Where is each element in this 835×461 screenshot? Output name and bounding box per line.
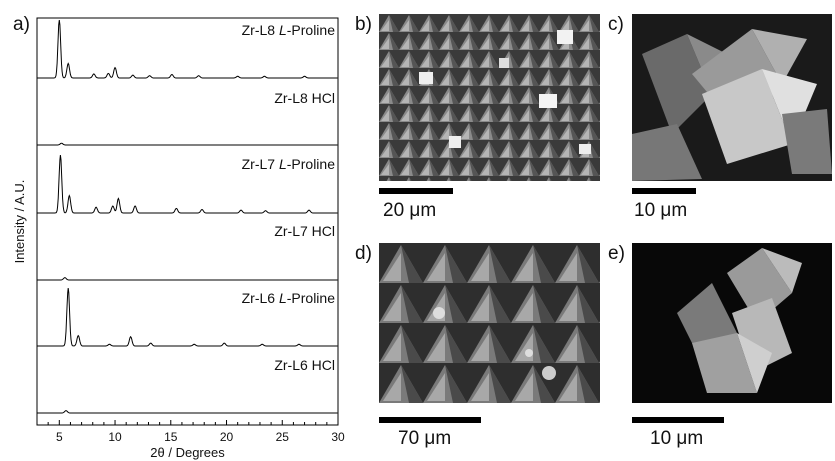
- series-line-2: [37, 154, 338, 214]
- y-axis-label: Intensity / A.U.: [12, 180, 27, 264]
- series-label-1: Zr-L8 HCl: [274, 90, 335, 106]
- micrograph-b: [379, 14, 600, 181]
- series-line-1: [37, 142, 338, 146]
- micrograph-d-image: [379, 243, 600, 403]
- x-axis-label: 2θ / Degrees: [150, 445, 225, 460]
- panel-e-label: e): [608, 243, 625, 264]
- micrograph-e-image: [632, 243, 832, 403]
- scale-bar-e: [632, 417, 724, 423]
- series-label-5: Zr-L6 HCl: [274, 357, 335, 373]
- series-label-0: Zr-L8 L-Proline: [242, 22, 336, 38]
- micrograph-b-image: [379, 14, 600, 181]
- x-tick-label-0: 5: [56, 430, 63, 444]
- scale-bar-b: [379, 188, 453, 194]
- micrograph-c: [632, 14, 832, 181]
- panel-d-label: d): [355, 243, 372, 264]
- x-tick-label-1: 10: [108, 430, 122, 444]
- series-line-5: [37, 410, 338, 414]
- scale-bar-d: [379, 417, 481, 423]
- micrograph-c-image: [632, 14, 832, 181]
- series-line-0: [37, 19, 338, 79]
- series-line-4: [37, 287, 338, 347]
- scale-label-b: 20 μm: [383, 200, 437, 221]
- scale-label-c: 10 μm: [634, 200, 688, 221]
- series-label-3: Zr-L7 HCl: [274, 223, 335, 239]
- scale-label-e: 10 μm: [650, 428, 704, 449]
- micrograph-e: [632, 243, 832, 403]
- series-line-3: [37, 277, 338, 281]
- series-label-4: Zr-L6 L-Proline: [242, 290, 336, 306]
- scale-bar-c: [632, 188, 696, 194]
- micrograph-d: [379, 243, 600, 403]
- x-tick-label-2: 15: [164, 430, 178, 444]
- x-tick-label-4: 25: [276, 430, 290, 444]
- panel-c-label: c): [608, 14, 624, 35]
- x-tick-label-3: 20: [220, 430, 234, 444]
- x-tick-label-5: 30: [331, 430, 345, 444]
- series-label-2: Zr-L7 L-Proline: [242, 156, 336, 172]
- panel-a-label: a): [13, 14, 30, 35]
- xrd-chart: 5 10 15 20 25 30 2θ / Degrees Intensity / A.U. Z…: [12, 17, 345, 460]
- scale-label-d: 70 μm: [398, 428, 452, 449]
- panel-b-label: b): [355, 14, 372, 35]
- plot-frame: [36, 17, 339, 426]
